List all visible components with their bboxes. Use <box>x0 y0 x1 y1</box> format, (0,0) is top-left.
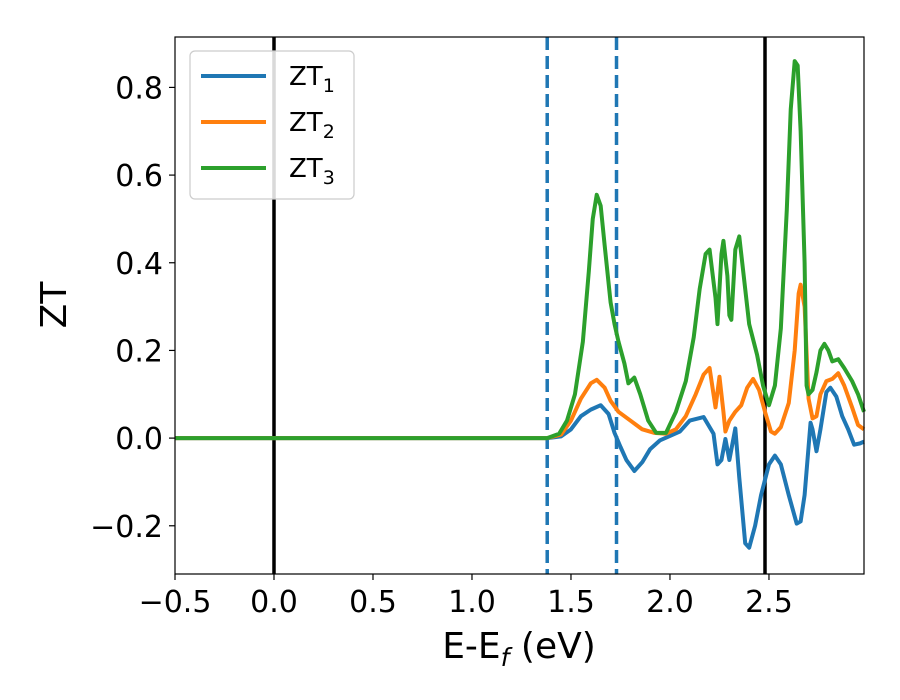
x-tick-label: 1.0 <box>448 585 496 620</box>
legend-box <box>189 50 355 200</box>
series-line-3 <box>175 59 866 441</box>
y-axis-label: ZT <box>34 281 75 329</box>
y-tick-label: 0.8 <box>115 71 163 106</box>
series-lines <box>175 59 866 550</box>
x-axis-label: E-Ef (eV) <box>442 626 596 672</box>
x-tick-label: 2.5 <box>745 585 793 620</box>
y-tick-label: −0.2 <box>90 510 163 545</box>
axis-ticks: −0.5 0.0 0.5 1.0 1.5 2.0 2.5 −0.2 0.0 0.2 0.4 0.6 0.… <box>90 71 793 620</box>
x-tick-label: 2.0 <box>646 585 694 620</box>
legend-label-1: ZT1 <box>289 62 335 97</box>
series-line-2 <box>175 282 866 441</box>
x-tick-label: 1.5 <box>547 585 595 620</box>
y-tick-label: 0.6 <box>115 159 163 194</box>
y-tick-label: 0.2 <box>115 334 163 369</box>
y-tick-label: 0.0 <box>115 422 163 457</box>
plot-frame <box>174 36 865 575</box>
x-tick-label: 0.5 <box>349 585 397 620</box>
legend-label-2: ZT2 <box>289 108 335 143</box>
legend-label-3: ZT3 <box>289 154 335 189</box>
legend-entries: ZT1 ZT2 ZT3 <box>201 62 335 189</box>
x-tick-label: 0.0 <box>250 585 298 620</box>
x-tick-label: −0.5 <box>139 585 212 620</box>
legend: ZT1 ZT2 ZT3 <box>189 50 355 200</box>
y-tick-label: 0.4 <box>115 247 163 282</box>
series-line-1 <box>175 385 865 550</box>
